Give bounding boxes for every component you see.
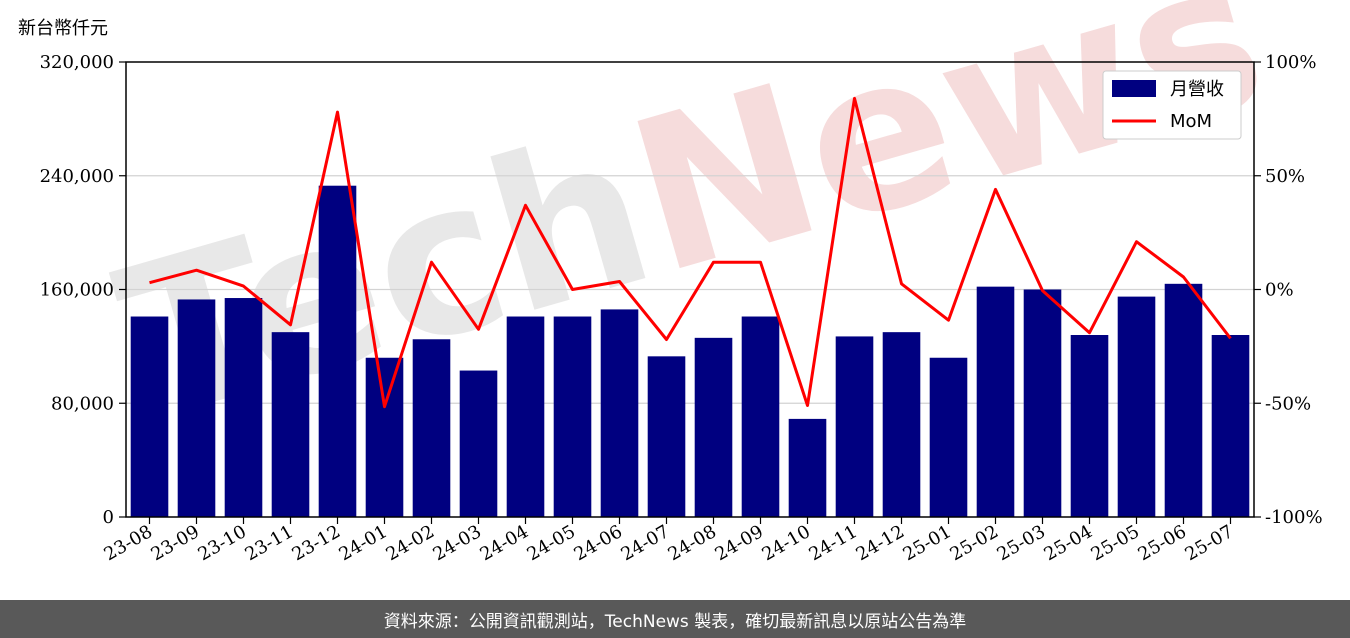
bar-25-06 bbox=[1164, 283, 1203, 517]
x-tick-label: 24-12 bbox=[853, 521, 908, 565]
y-right-tick-label: -50% bbox=[1265, 393, 1311, 414]
x-tick-label: 24-08 bbox=[665, 521, 720, 565]
mom-line bbox=[149, 96, 1232, 409]
bar-25-03 bbox=[1023, 289, 1062, 517]
y-left-tick-label: 160,000 bbox=[40, 280, 114, 301]
x-tick-label: 24-07 bbox=[618, 521, 673, 565]
bar-23-10 bbox=[224, 298, 263, 517]
bar-24-12 bbox=[882, 332, 921, 517]
x-tick-label: 25-01 bbox=[900, 521, 955, 565]
x-tick-label: 24-06 bbox=[571, 521, 626, 565]
y-left-tick-label: 320,000 bbox=[40, 52, 114, 73]
y-right-tick-label: 50% bbox=[1265, 166, 1305, 187]
x-tick-label: 23-09 bbox=[148, 521, 203, 565]
x-tick-label: 25-06 bbox=[1135, 521, 1190, 565]
x-tick-label: 25-05 bbox=[1088, 521, 1143, 565]
y-left-tick-label: 80,000 bbox=[51, 393, 114, 414]
x-tick-label: 24-02 bbox=[383, 521, 438, 565]
bar-23-08 bbox=[130, 316, 169, 517]
grid bbox=[126, 175, 1254, 404]
legend-swatch-revenue bbox=[1112, 80, 1156, 97]
bar-23-11 bbox=[271, 332, 310, 517]
x-tick-label: 24-09 bbox=[712, 521, 767, 565]
bar-24-09 bbox=[741, 316, 780, 517]
y-left-tick-label: 0 bbox=[103, 507, 114, 528]
bar-25-04 bbox=[1070, 335, 1109, 517]
chart: TechNews 080,000160,000240,000320,000-10… bbox=[40, 0, 1323, 565]
y-right-tick-label: -100% bbox=[1265, 507, 1323, 528]
y-right-tick-label: 0% bbox=[1265, 280, 1294, 301]
bar-24-03 bbox=[459, 370, 498, 517]
line-series bbox=[149, 96, 1232, 409]
x-tick-label: 24-03 bbox=[430, 521, 485, 565]
bar-24-02 bbox=[412, 339, 451, 517]
x-tick-label: 25-04 bbox=[1041, 521, 1096, 565]
x-tick-label: 25-03 bbox=[994, 521, 1049, 565]
y-left-tick-label: 240,000 bbox=[40, 166, 114, 187]
bar-23-12 bbox=[318, 185, 357, 517]
x-tick-label: 24-11 bbox=[806, 521, 861, 565]
x-tick-label: 23-11 bbox=[242, 521, 297, 565]
x-tick-label: 24-04 bbox=[477, 521, 532, 565]
legend-label-mom: MoM bbox=[1170, 111, 1212, 132]
bar-series bbox=[130, 185, 1250, 517]
y-right-tick-label: 100% bbox=[1265, 52, 1316, 73]
x-tick-label: 23-12 bbox=[289, 521, 344, 565]
legend-label-revenue: 月營收 bbox=[1170, 79, 1224, 100]
x-tick-label: 25-07 bbox=[1182, 521, 1237, 565]
bar-24-10 bbox=[788, 418, 827, 517]
bar-24-04 bbox=[506, 316, 545, 517]
x-tick-label: 23-10 bbox=[195, 521, 250, 565]
bar-24-01 bbox=[365, 357, 404, 517]
bar-24-11 bbox=[835, 336, 874, 517]
bar-25-01 bbox=[929, 357, 968, 517]
y-axis-unit-label: 新台幣仟元 bbox=[18, 18, 108, 39]
x-tick-label: 24-05 bbox=[524, 521, 579, 565]
legend: 月營收 MoM bbox=[1102, 70, 1242, 140]
footer-text: 資料來源：公開資訊觀測站，TechNews 製表，確切最新訊息以原站公告為準 bbox=[383, 611, 967, 632]
bar-24-05 bbox=[553, 316, 592, 517]
bar-25-02 bbox=[976, 286, 1015, 517]
x-tick-label: 24-01 bbox=[336, 521, 391, 565]
source-footer: 資料來源：公開資訊觀測站，TechNews 製表，確切最新訊息以原站公告為準 bbox=[0, 600, 1350, 638]
bar-24-08 bbox=[694, 337, 733, 517]
bar-24-06 bbox=[600, 309, 639, 517]
bar-24-07 bbox=[647, 356, 686, 517]
bar-23-09 bbox=[177, 299, 216, 517]
x-tick-label: 25-02 bbox=[947, 521, 1002, 565]
bar-25-05 bbox=[1117, 296, 1156, 517]
x-tick-label: 24-10 bbox=[759, 521, 814, 565]
bar-25-07 bbox=[1211, 335, 1250, 517]
